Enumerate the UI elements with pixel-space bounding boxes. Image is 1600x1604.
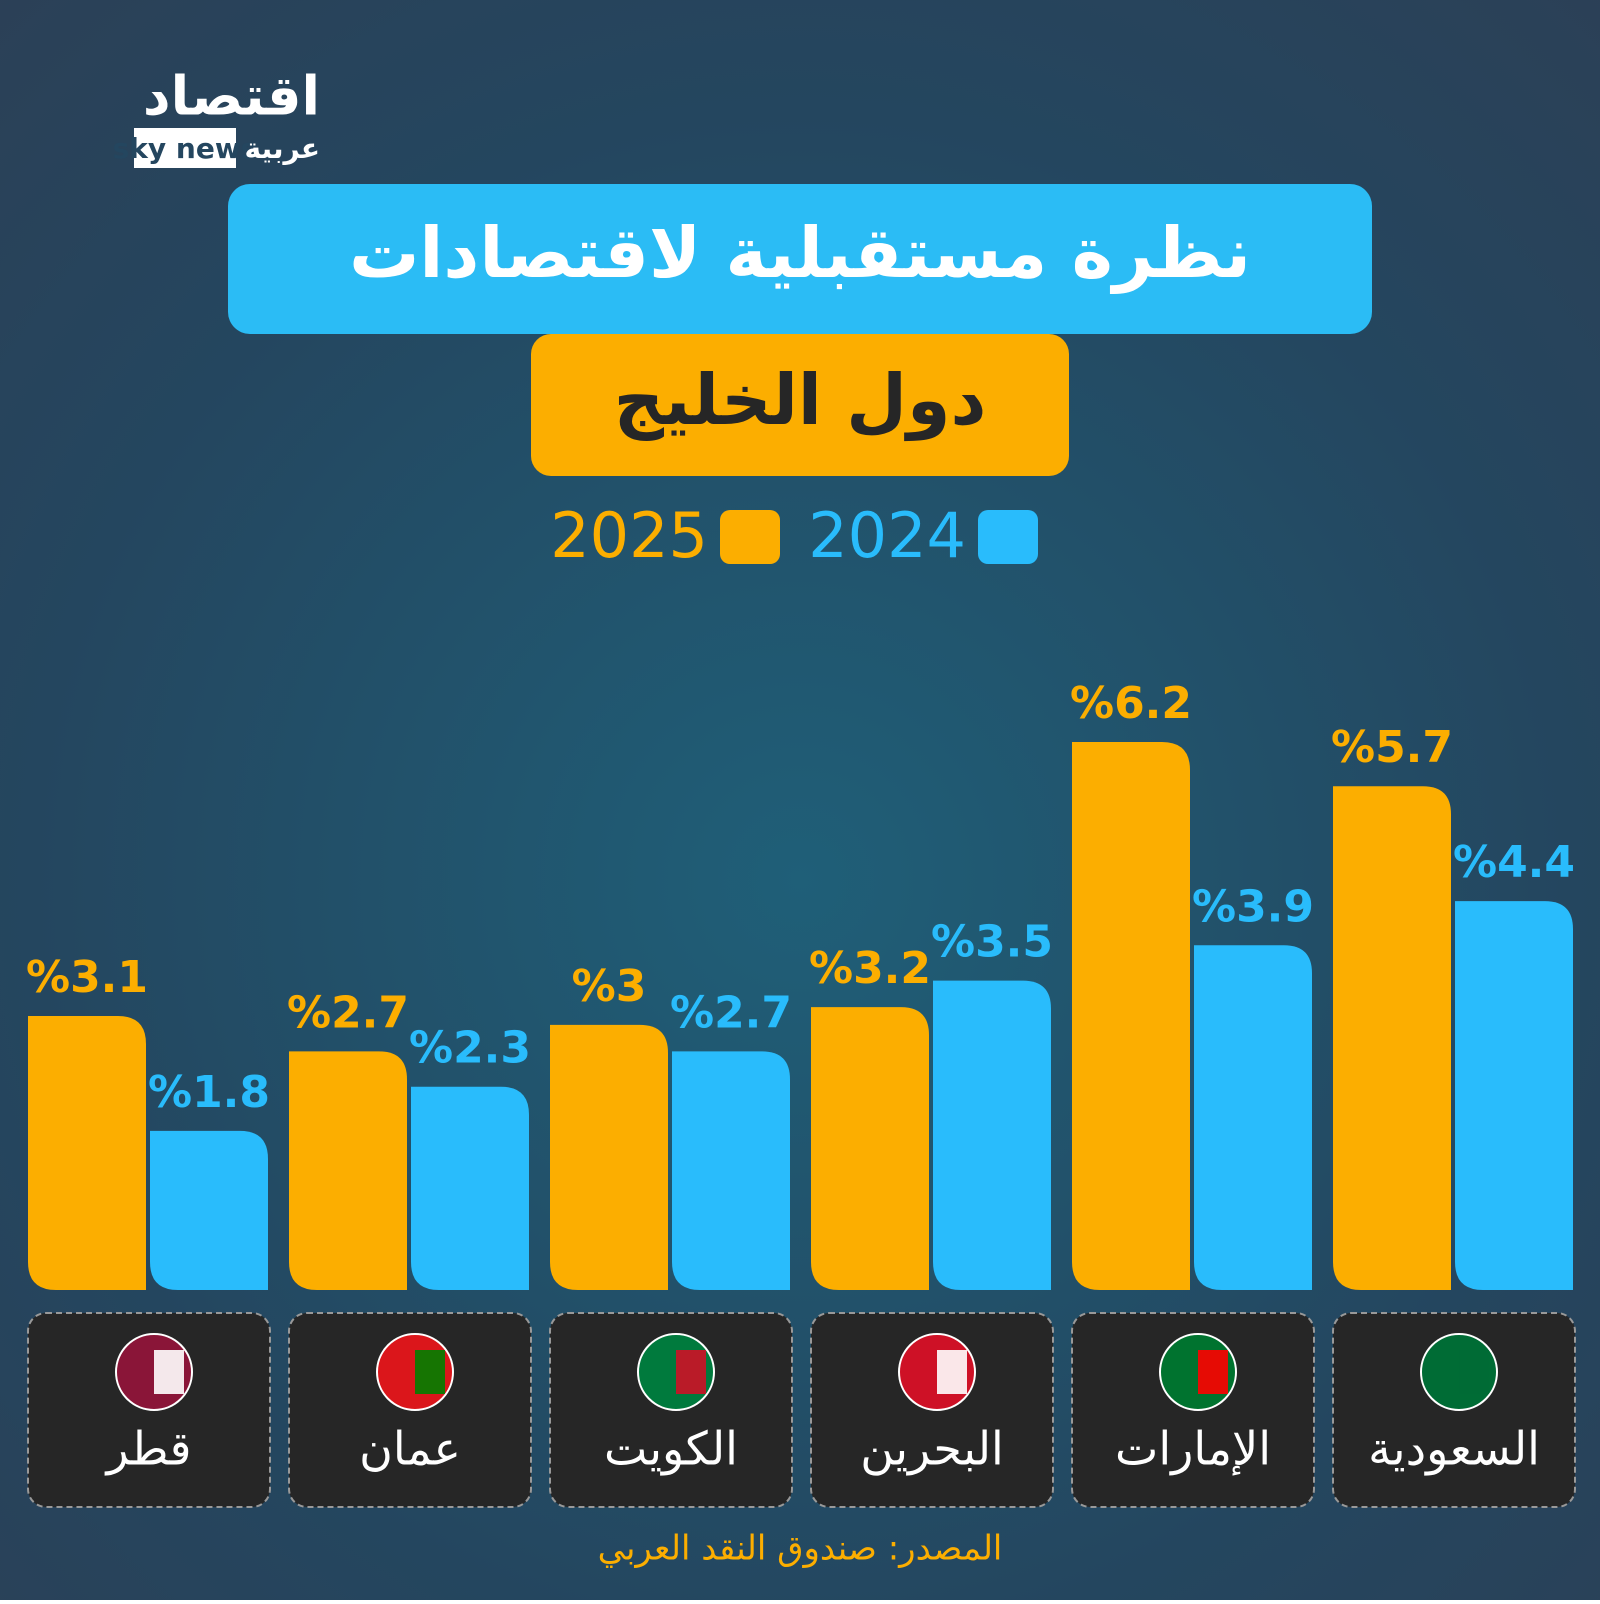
bar bbox=[1072, 742, 1190, 1290]
logo-box bbox=[134, 128, 236, 168]
bar bbox=[1333, 786, 1451, 1290]
flag-stripe bbox=[1459, 1350, 1489, 1394]
bar bbox=[150, 1130, 268, 1290]
country-label: البحرين bbox=[860, 1422, 1004, 1477]
subtitle-box bbox=[531, 334, 1069, 476]
value-label: %3.5 bbox=[931, 917, 1053, 968]
bar bbox=[411, 1086, 529, 1290]
bar bbox=[550, 1024, 668, 1290]
chart-subtitle: دول الخليج bbox=[614, 359, 987, 441]
bar bbox=[672, 1051, 790, 1290]
chart-title: نظرة مستقبلية لاقتصادات bbox=[349, 212, 1251, 294]
bar bbox=[933, 980, 1051, 1290]
country-label: الكويت bbox=[604, 1422, 738, 1477]
value-label: %3.9 bbox=[1192, 881, 1314, 932]
value-label: %1.8 bbox=[148, 1067, 270, 1118]
value-label: %5.7 bbox=[1331, 722, 1453, 773]
value-label: %2.3 bbox=[409, 1023, 531, 1074]
logo-brand: اقتصاد bbox=[143, 65, 320, 128]
value-label: %3.1 bbox=[26, 952, 148, 1003]
country-label: السعودية bbox=[1368, 1422, 1540, 1477]
value-label: %2.7 bbox=[287, 987, 409, 1038]
source: المصدر: صندوق النقد العربي bbox=[598, 1529, 1003, 1569]
country-label: قطر bbox=[104, 1422, 191, 1477]
value-label: %3 bbox=[572, 961, 647, 1012]
value-label: %3.2 bbox=[809, 943, 931, 994]
bar bbox=[811, 1007, 929, 1290]
logo-suffix: عربية bbox=[245, 132, 320, 165]
flag-stripe bbox=[415, 1350, 445, 1394]
value-label: %6.2 bbox=[1070, 678, 1192, 729]
legend-label: 2024 bbox=[808, 499, 966, 572]
bar bbox=[289, 1051, 407, 1290]
value-label: %2.7 bbox=[670, 987, 792, 1038]
flag-stripe bbox=[1198, 1350, 1228, 1394]
bar bbox=[1455, 901, 1573, 1290]
flag-stripe bbox=[676, 1350, 706, 1394]
flag-stripe bbox=[937, 1350, 967, 1394]
bar bbox=[28, 1016, 146, 1290]
country-label: الإمارات bbox=[1115, 1422, 1271, 1476]
legend-swatch bbox=[720, 510, 780, 564]
flag-stripe bbox=[154, 1350, 184, 1394]
legend-label: 2025 bbox=[550, 499, 708, 572]
title-box bbox=[228, 184, 1372, 334]
country-label: عمان bbox=[359, 1422, 461, 1476]
legend-swatch bbox=[978, 510, 1038, 564]
value-label: %4.4 bbox=[1453, 837, 1575, 888]
bar bbox=[1194, 945, 1312, 1290]
logo-network: sky news bbox=[113, 132, 258, 165]
